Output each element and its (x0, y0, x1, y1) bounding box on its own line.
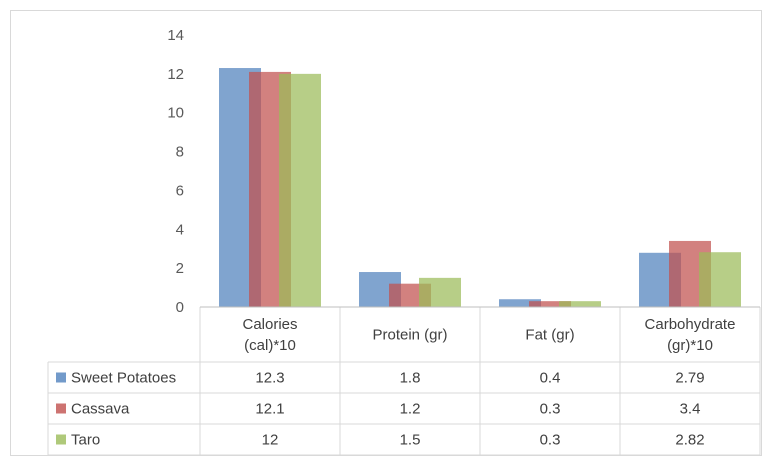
data-table-cell: 12 (262, 432, 279, 449)
bar (559, 301, 601, 307)
category-label: (cal)*10 (244, 337, 296, 354)
y-tick-label: 2 (176, 260, 184, 277)
legend-swatch (56, 372, 66, 383)
legend-label: Cassava (71, 401, 130, 418)
data-table-cell: 0.4 (540, 370, 561, 387)
y-tick-label: 0 (176, 299, 184, 316)
category-label: Calories (242, 316, 297, 333)
category-label: Carbohydrate (645, 316, 736, 333)
bar (279, 73, 321, 307)
data-table-cell: 3.4 (680, 401, 701, 418)
legend-label: Taro (71, 432, 100, 449)
category-label: Protein (gr) (372, 327, 447, 344)
legend-label: Sweet Potatoes (71, 370, 176, 387)
y-tick-label: 4 (176, 221, 184, 238)
y-axis: 0 2 4 6 8 10 12 14 (167, 27, 184, 316)
data-table-cell: 2.82 (675, 432, 704, 449)
bar (499, 299, 541, 307)
data-table-cell: 1.5 (400, 432, 421, 449)
bar (699, 252, 741, 307)
data-table-cell: 2.79 (675, 370, 704, 387)
data-table-cell: 0.3 (540, 401, 561, 418)
legend-swatch (56, 403, 66, 414)
y-tick-label: 10 (167, 105, 184, 122)
category-label: (gr)*10 (667, 337, 713, 354)
y-tick-label: 12 (167, 66, 184, 83)
data-table-cell: 1.2 (400, 401, 421, 418)
bar (419, 277, 461, 307)
data-table-cell: 12.3 (255, 370, 284, 387)
legend-swatch (56, 434, 66, 445)
data-table: Calories (cal)*10 Protein (gr) Fat (gr) Carb… (47, 306, 761, 456)
y-tick-label: 6 (176, 182, 184, 199)
y-tick-label: 8 (176, 144, 184, 161)
data-table-cell: 0.3 (540, 432, 561, 449)
data-table-cell: 1.8 (400, 370, 421, 387)
bars (219, 68, 741, 308)
data-table-cell: 12.1 (255, 401, 284, 418)
y-tick-label: 14 (167, 27, 184, 44)
category-label: Fat (gr) (525, 327, 574, 344)
bar (529, 301, 571, 307)
